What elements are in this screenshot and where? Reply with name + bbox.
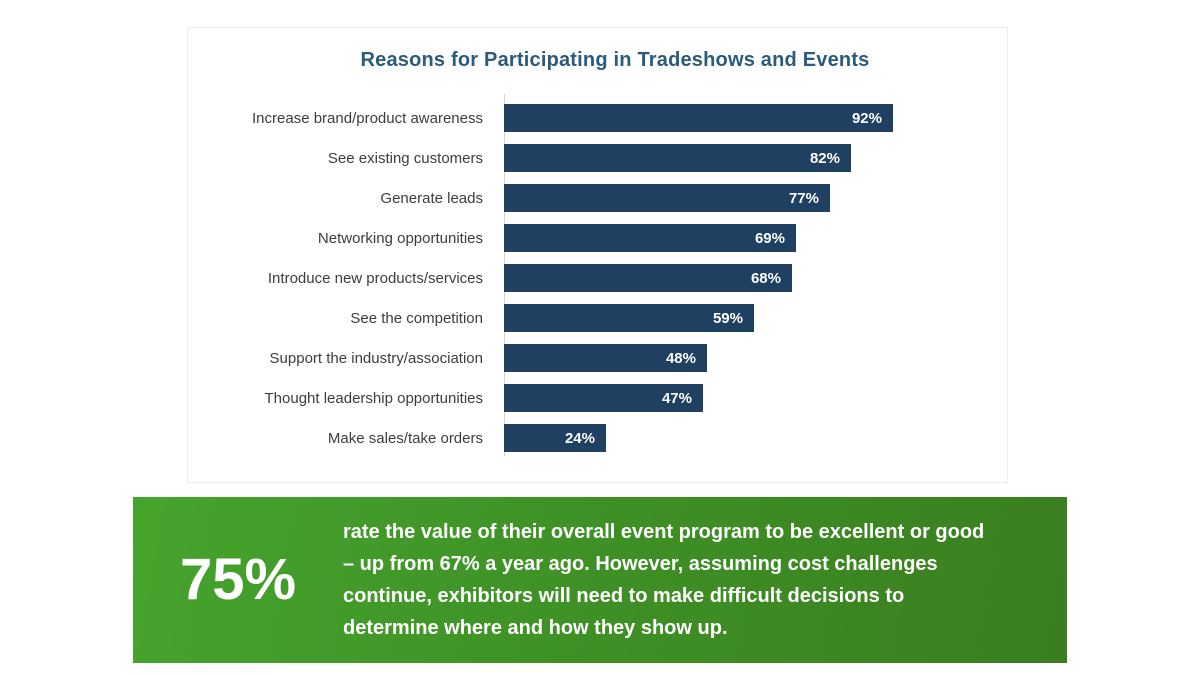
chart-row: Introduce new products/services 68%	[188, 258, 1007, 298]
category-label: Support the industry/association	[269, 349, 483, 367]
chart-card: Reasons for Participating in Tradeshows …	[187, 27, 1008, 483]
category-label: Introduce new products/services	[267, 269, 483, 287]
value-label: 24%	[564, 429, 595, 447]
category-label: See the competition	[350, 309, 483, 327]
bar: 47%	[504, 384, 703, 412]
category-label: Thought leadership opportunities	[264, 389, 483, 407]
value-label: 59%	[712, 309, 743, 327]
chart-title: Reasons for Participating in Tradeshows …	[360, 49, 870, 71]
bar: 24%	[504, 424, 606, 452]
category-label: Increase brand/product awareness	[252, 109, 483, 127]
bar: 82%	[504, 144, 851, 172]
category-label: Networking opportunities	[317, 229, 483, 247]
value-label: 69%	[754, 229, 785, 247]
chart-row: See existing customers 82%	[188, 138, 1007, 178]
value-label: 48%	[665, 349, 696, 367]
value-label: 47%	[661, 389, 692, 407]
bar: 77%	[504, 184, 830, 212]
bar: 59%	[504, 304, 754, 332]
chart-row: Support the industry/association 48%	[188, 338, 1007, 378]
bar-area: 47%	[504, 384, 1007, 412]
category-label: See existing customers	[327, 149, 483, 167]
bar-area: 24%	[504, 424, 1007, 452]
bar: 68%	[504, 264, 792, 292]
bar-area: 82%	[504, 144, 1007, 172]
bar: 92%	[504, 104, 893, 132]
chart-row: See the competition 59%	[188, 298, 1007, 338]
callout-banner: 75% rate the value of their overall even…	[133, 497, 1067, 663]
chart-row: Generate leads 77%	[188, 178, 1007, 218]
value-label: 92%	[851, 109, 882, 127]
callout-text: rate the value of their overall event pr…	[343, 521, 985, 639]
value-label: 82%	[809, 149, 840, 167]
bar: 69%	[504, 224, 796, 252]
category-label: Generate leads	[380, 189, 483, 207]
callout-stat: 75%	[179, 547, 297, 612]
bar: 48%	[504, 344, 707, 372]
bar-chart: Increase brand/product awareness 92% See e…	[188, 98, 1007, 458]
chart-row: Increase brand/product awareness 92%	[188, 98, 1007, 138]
chart-row: Thought leadership opportunities 47%	[188, 378, 1007, 418]
value-label: 68%	[750, 269, 781, 287]
bar-area: 77%	[504, 184, 1007, 212]
bar-area: 48%	[504, 344, 1007, 372]
bar-area: 59%	[504, 304, 1007, 332]
bar-area: 92%	[504, 104, 1007, 132]
chart-row: Networking opportunities 69%	[188, 218, 1007, 258]
bar-area: 69%	[504, 224, 1007, 252]
category-label: Make sales/take orders	[327, 429, 483, 447]
value-label: 77%	[788, 189, 819, 207]
chart-row: Make sales/take orders 24%	[188, 418, 1007, 458]
bar-area: 68%	[504, 264, 1007, 292]
